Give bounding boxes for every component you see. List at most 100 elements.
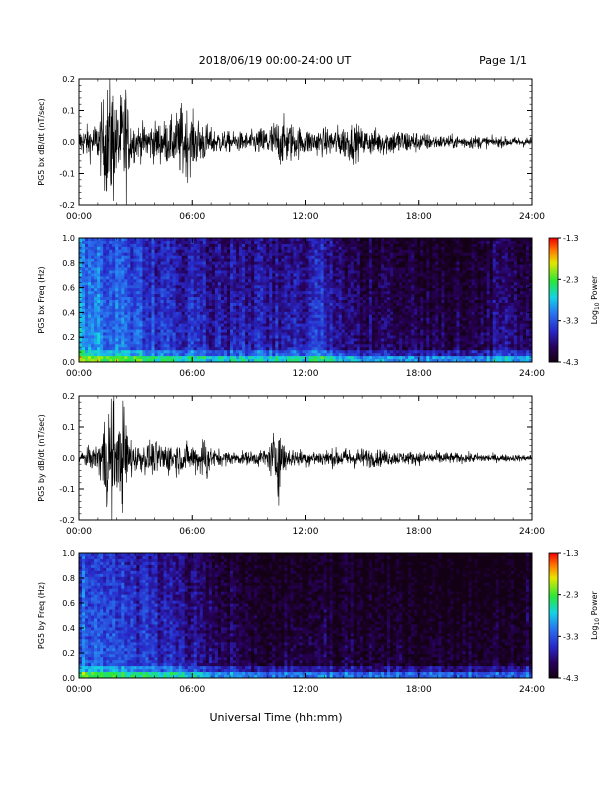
spectrogram-cell [417, 338, 421, 342]
spectrogram-cell [196, 258, 201, 263]
spectrogram-cell [338, 359, 343, 363]
spectrogram-cell [260, 238, 264, 242]
spectrogram-cell [154, 317, 158, 322]
spectrogram-cell [133, 279, 137, 283]
spectrogram-cell [230, 252, 234, 257]
spectrogram-cell [263, 350, 267, 354]
spectrogram-cell [353, 267, 358, 271]
spectrogram-cell [239, 294, 243, 298]
spectrogram-cell [381, 249, 385, 254]
spectrogram-cell [157, 335, 161, 339]
spectrogram-cell [163, 294, 167, 298]
spectrogram-cell [184, 255, 189, 260]
spectrogram-cell [359, 350, 364, 354]
spectrogram-cell [94, 317, 98, 322]
spectrogram-cell [136, 297, 140, 301]
spectrogram-cell [362, 288, 367, 292]
spectrogram-cell [320, 320, 325, 325]
spectrogram-cell [365, 238, 370, 242]
spectrogram-cell [254, 243, 258, 248]
spectrogram-cell [374, 311, 379, 316]
spectrogram-cell [230, 356, 234, 360]
spectrogram-cell [314, 255, 318, 260]
spectrogram-cell [100, 350, 104, 354]
spectrogram-cell [223, 285, 228, 289]
spectrogram-cell [384, 335, 388, 339]
spectrogram-cell [251, 356, 255, 360]
spectrogram-cell [302, 335, 306, 339]
spectrogram-cell [426, 308, 430, 313]
spectrogram-cell [85, 273, 89, 277]
spectrogram-cell [368, 246, 373, 251]
spectrogram-cell [344, 317, 349, 322]
spectrogram-cell [178, 294, 183, 298]
spectrogram-cell [371, 344, 376, 348]
spectrogram-cell [178, 302, 183, 307]
spectrogram-cell [335, 314, 340, 319]
spectrogram-cell [133, 308, 137, 313]
spectrogram-cell [115, 276, 119, 280]
spectrogram-cell [220, 356, 225, 360]
spectrogram-cell [103, 332, 107, 336]
spectrogram-cell [248, 332, 252, 336]
spectrogram-cell [302, 238, 306, 242]
spectrogram-cell [323, 326, 328, 330]
spectrogram-cell [136, 238, 140, 242]
spectrogram-cell [79, 249, 83, 254]
spectrogram-cell [320, 291, 325, 295]
spectrogram-cell [236, 294, 240, 298]
spectrogram-cell [217, 279, 222, 283]
spectrogram-cell [281, 335, 285, 339]
spectrogram-cell [323, 300, 328, 304]
spectrogram-cell [124, 276, 128, 280]
spectrogram-cell [414, 243, 418, 248]
spectrogram-cell [260, 335, 264, 339]
spectrogram-cell [374, 314, 379, 319]
spectrogram-cell [211, 249, 216, 254]
spectrogram-cell [290, 347, 294, 351]
spectrogram-cell [275, 326, 279, 330]
spectrogram-cell [230, 288, 234, 292]
spectrogram-cell [278, 273, 282, 277]
spectrogram-cell [290, 276, 294, 280]
spectrogram-cell [79, 273, 83, 277]
spectrogram-cell [293, 329, 297, 333]
spectrogram-cell [341, 261, 346, 265]
spectrogram-cell [130, 288, 134, 292]
spectrogram-cell [226, 258, 231, 263]
spectrogram-cell [142, 264, 146, 268]
spectrogram-cell [257, 285, 261, 289]
panel-1-axes: 00:00 06:00 12:00 18:00 24:000.20.10.0-0.1-0… [37, 75, 545, 222]
spectrogram-cell [251, 332, 255, 336]
spectrogram-cell [175, 300, 180, 304]
spectrogram-cell [196, 255, 201, 260]
spectrogram-cell [190, 267, 195, 271]
spectrogram-cell [223, 291, 228, 295]
spectrogram-cell [371, 300, 376, 304]
spectrogram-cell [148, 258, 152, 263]
spectrogram-cell [178, 335, 183, 339]
spectrogram-cell [344, 311, 349, 316]
spectrogram-cell [121, 335, 125, 339]
spectrogram-cell [308, 347, 312, 351]
spectrogram-cell [408, 350, 412, 354]
spectrogram-cell [393, 249, 397, 254]
spectrogram-cell [145, 255, 149, 260]
spectrogram-cell [302, 267, 306, 271]
spectrogram-cell [124, 270, 128, 274]
spectrogram-cell [317, 302, 321, 307]
spectrogram-cell [251, 252, 255, 257]
spectrogram-cell [82, 270, 86, 274]
spectrogram-cell [160, 300, 164, 304]
spectrogram-cell [106, 314, 110, 319]
spectrogram-cell [115, 338, 119, 342]
spectrogram-cell [91, 276, 95, 280]
spectrogram-cell [151, 317, 155, 322]
spectrogram-cell [103, 240, 107, 245]
spectrogram-cell [387, 353, 391, 357]
spectrogram-cell [423, 243, 427, 248]
spectrogram-cell [97, 282, 101, 286]
spectrogram-cell [362, 282, 367, 286]
spectrogram-cell [332, 344, 337, 348]
spectrogram-cell [402, 323, 406, 327]
